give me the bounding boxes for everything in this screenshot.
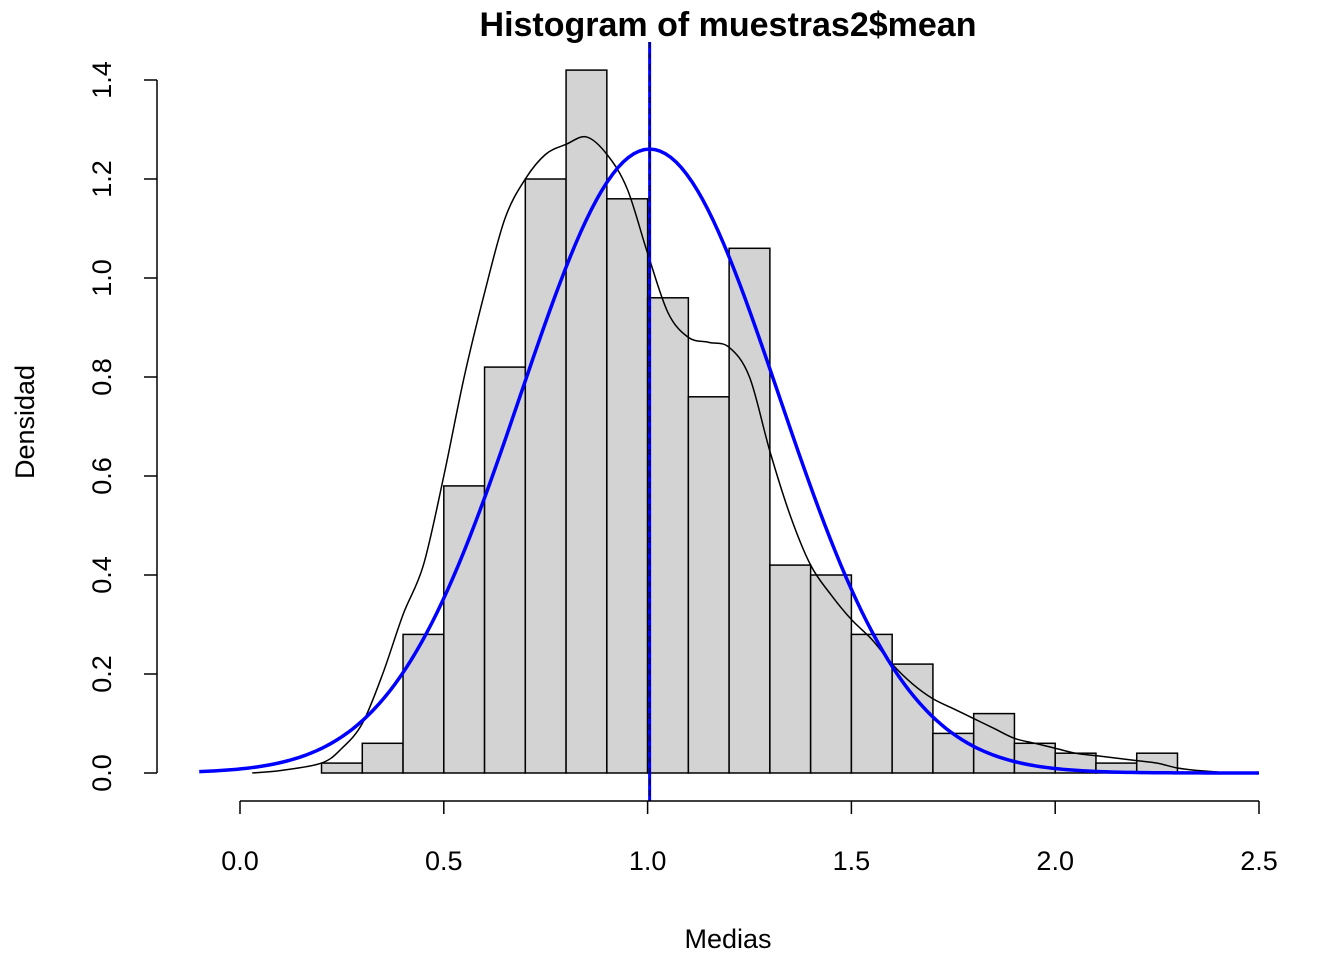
normal-density-curve (199, 147, 1259, 775)
histogram-bar-12 (809, 574, 853, 774)
histogram-bar-9 (687, 396, 730, 774)
y-tick-label-2: 0.4 (87, 556, 117, 594)
y-tick-label-1: 0.2 (87, 655, 117, 693)
histogram-bar-0 (320, 762, 364, 774)
x-tick-label-0: 0.0 (221, 846, 259, 876)
histogram-bar-3 (443, 485, 486, 774)
histogram-bar-11 (769, 564, 812, 774)
x-tick-label-2: 1.0 (629, 846, 667, 876)
density-lines (199, 42, 1259, 801)
y-tick-label-5: 1.0 (87, 259, 117, 297)
x-tick-label-3: 1.5 (833, 846, 871, 876)
x-axis-label: Medias (684, 924, 771, 954)
y-axis-label: Densidad (10, 365, 40, 479)
y-tick-label-0: 0.0 (87, 754, 117, 792)
y-tick-label-7: 1.4 (87, 61, 117, 99)
histogram-bar-16 (972, 712, 1016, 774)
histogram-bar-1 (361, 742, 404, 774)
y-tick-label-3: 0.6 (87, 457, 117, 495)
histogram-bar-14 (891, 663, 934, 774)
y-tick-label-6: 1.2 (87, 160, 117, 198)
x-tick-label-1: 0.5 (425, 846, 463, 876)
y-axis: 0.0 0.2 0.4 0.6 0.8 1.0 1.2 1.4 (87, 61, 158, 792)
histogram-bar-15 (932, 732, 975, 774)
histogram-bar-7 (606, 198, 649, 774)
histogram-bar-2 (402, 633, 445, 774)
histogram-bar-4 (483, 366, 527, 774)
histogram-bars (320, 69, 1179, 774)
histogram-bar-10 (728, 247, 771, 774)
y-tick-label-4: 0.8 (87, 358, 117, 396)
chart-title: Histogram of muestras2$mean (480, 6, 977, 44)
histogram-bar-8 (646, 297, 690, 774)
kernel-density-curve (252, 135, 1219, 774)
histogram-bar-17 (1013, 742, 1056, 774)
x-tick-label-4: 2.0 (1036, 846, 1074, 876)
x-axis: 0.0 0.5 1.0 1.5 2.0 2.5 (221, 800, 1278, 876)
histogram-bar-6 (565, 69, 608, 774)
histogram-bar-5 (524, 178, 567, 774)
x-tick-label-5: 2.5 (1240, 846, 1278, 876)
